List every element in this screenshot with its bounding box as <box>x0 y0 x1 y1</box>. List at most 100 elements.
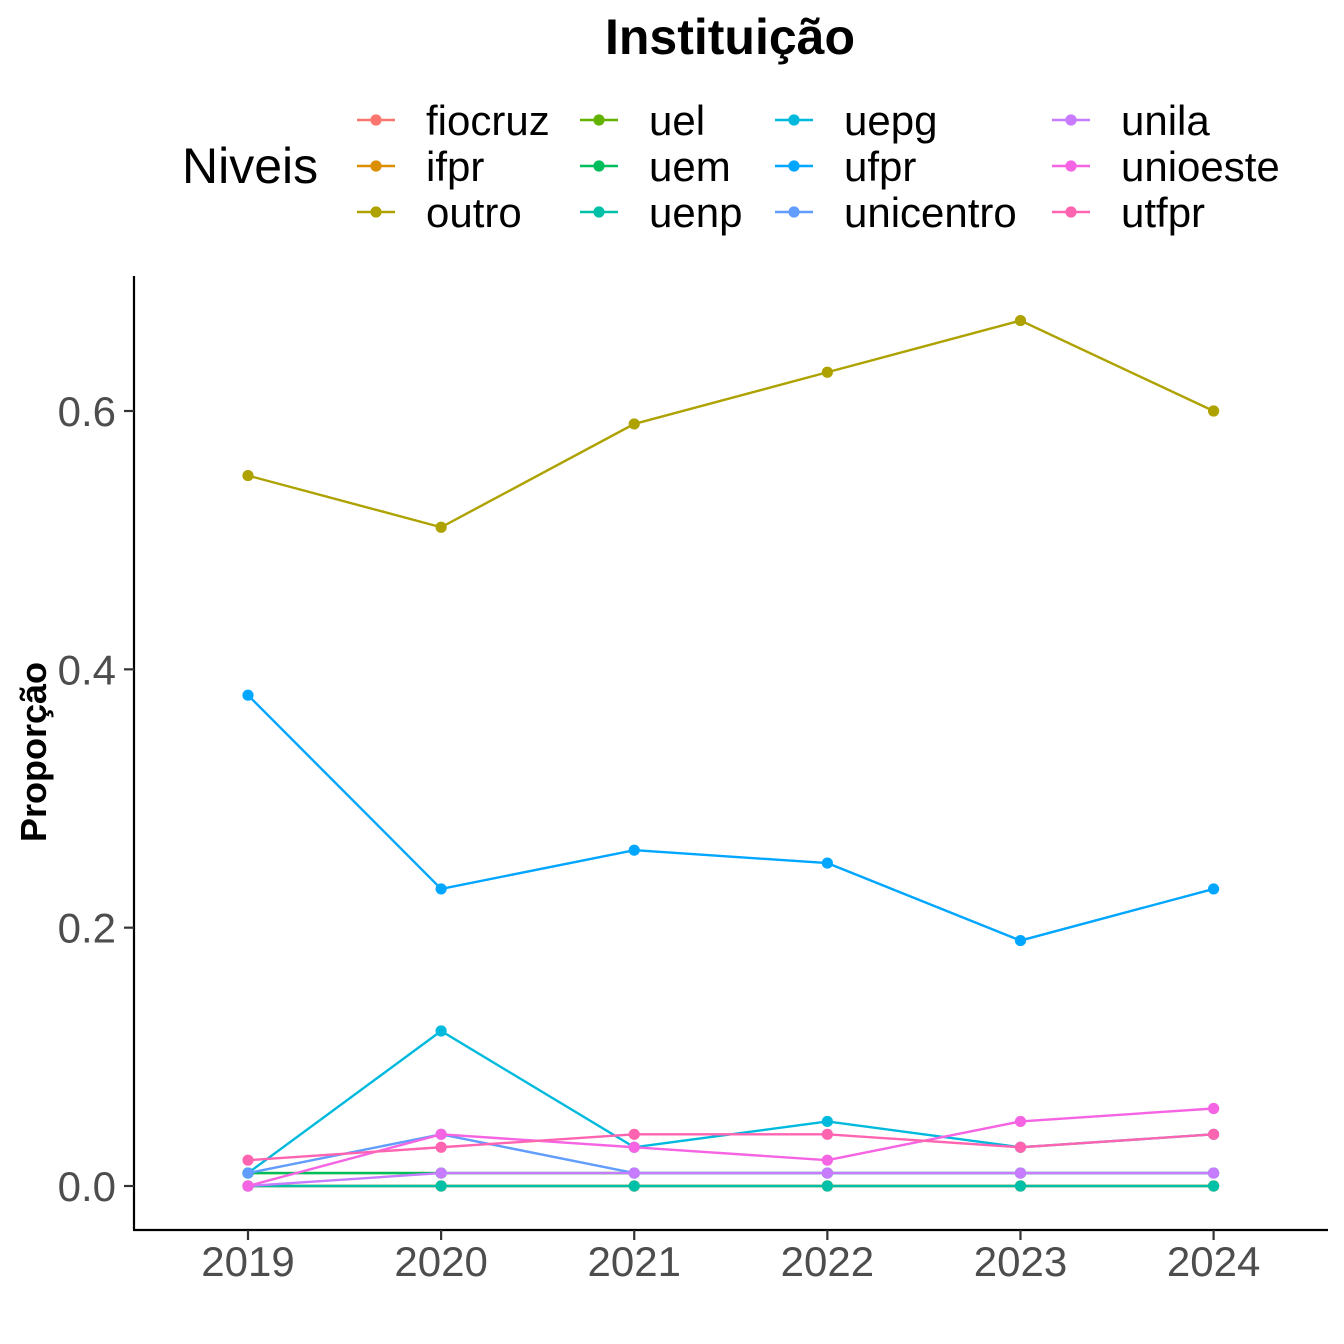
legend-item-uepg: uepg <box>775 97 937 144</box>
data-point-unila <box>435 1167 447 1179</box>
legend-label: unila <box>1121 97 1210 144</box>
data-point-outro <box>1014 314 1027 327</box>
series-outro <box>242 314 1220 533</box>
series-unioeste <box>242 1102 1220 1192</box>
legend-label: uem <box>649 143 731 190</box>
data-point-unila <box>628 1167 640 1179</box>
series-layer <box>242 314 1220 1192</box>
y-ticks: 0.0 0.2 0.4 0.6 <box>58 388 134 1210</box>
data-point-uenp <box>628 1180 640 1192</box>
legend-label: uel <box>649 97 705 144</box>
legend-item-uel: uel <box>580 97 705 144</box>
data-point-utfpr <box>242 1154 254 1166</box>
data-point-outro <box>242 469 254 482</box>
series-line-outro <box>247 319 1215 529</box>
legend-item-outro: outro <box>357 189 522 236</box>
legend-item-uenp: uenp <box>580 189 742 236</box>
legend-label: uepg <box>844 97 937 144</box>
data-point-uenp <box>1208 1180 1220 1192</box>
data-point-uenp <box>435 1180 447 1192</box>
data-point-ufpr <box>628 844 640 856</box>
legend-item-fiocruz: fiocruz <box>357 97 550 144</box>
legend-label: utfpr <box>1121 189 1205 236</box>
data-point-ufpr <box>1014 934 1027 947</box>
data-point-uepg <box>435 1025 447 1037</box>
data-point-uepg <box>821 1115 833 1128</box>
legend-label: ifpr <box>426 143 484 190</box>
data-point-utfpr <box>821 1128 833 1140</box>
series-uenp <box>242 1180 1220 1192</box>
data-point-unioeste <box>1208 1102 1220 1115</box>
legend-item-unila: unila <box>1052 97 1210 144</box>
data-point-unila <box>821 1167 833 1179</box>
data-point-uenp <box>1014 1180 1027 1192</box>
series-line-ufpr <box>247 694 1214 942</box>
data-point-unioeste <box>435 1128 447 1140</box>
legend-item-ufpr: ufpr <box>775 143 916 190</box>
series-line-utfpr <box>247 1133 1214 1162</box>
chart-title: Instituição <box>605 9 855 65</box>
legend-key-point <box>788 160 800 172</box>
data-point-unioeste <box>242 1180 254 1192</box>
axes: 0.0 0.2 0.4 0.6 2019 2020 2021 2022 2023 2024 Pr… <box>13 276 1328 1285</box>
data-point-unioeste <box>628 1141 640 1153</box>
data-point-unioeste <box>1014 1115 1027 1128</box>
data-point-unioeste <box>821 1154 833 1166</box>
data-point-unila <box>1014 1167 1027 1179</box>
y-tick-label: 0.4 <box>58 646 116 693</box>
legend-label: fiocruz <box>426 97 550 144</box>
legend-label: unicentro <box>844 189 1017 236</box>
x-ticks: 2019 2020 2021 2022 2023 2024 <box>201 1230 1260 1285</box>
series-utfpr <box>242 1128 1220 1166</box>
x-tick-label: 2021 <box>588 1238 681 1285</box>
legend-key-point <box>788 114 800 126</box>
data-point-utfpr <box>435 1141 447 1153</box>
data-point-outro <box>628 418 640 430</box>
data-point-ufpr <box>242 689 254 701</box>
legend-label: unioeste <box>1121 143 1280 190</box>
plot-area <box>242 314 1220 1192</box>
series-line-uepg <box>247 1029 1214 1175</box>
legend-key-point <box>370 160 382 172</box>
series-line-unila <box>247 1171 1214 1188</box>
series-uepg <box>242 1025 1220 1179</box>
legend-item-ifpr: ifpr <box>357 143 484 190</box>
data-point-outro <box>821 366 833 378</box>
legend-label: outro <box>426 189 522 236</box>
legend-key-point <box>788 206 800 218</box>
legend-key-point <box>593 114 605 126</box>
series-unila <box>242 1167 1220 1192</box>
data-point-utfpr <box>1014 1141 1027 1153</box>
data-point-utfpr <box>1208 1128 1220 1140</box>
y-tick-label: 0.0 <box>58 1163 116 1210</box>
legend-key-point <box>1065 114 1077 126</box>
y-tick-label: 0.2 <box>58 905 116 952</box>
data-point-outro <box>1208 405 1220 417</box>
legend-item-utfpr: utfpr <box>1052 189 1205 236</box>
x-tick-label: 2020 <box>394 1238 487 1285</box>
legend-key-point <box>1065 206 1077 218</box>
y-tick-label: 0.6 <box>58 388 116 435</box>
x-tick-label: 2023 <box>974 1238 1067 1285</box>
legend-label: ufpr <box>844 143 916 190</box>
data-point-unila <box>1208 1167 1220 1179</box>
legend-title: Niveis <box>182 138 318 194</box>
x-tick-label: 2019 <box>201 1238 294 1285</box>
data-point-ufpr <box>1208 883 1220 895</box>
data-point-utfpr <box>628 1128 640 1140</box>
x-tick-label: 2024 <box>1167 1238 1260 1285</box>
legend-key-point <box>593 206 605 218</box>
y-axis-title: Proporção <box>13 662 54 842</box>
legend-label: uenp <box>649 189 742 236</box>
legend-key-point <box>593 160 605 172</box>
series-line-unioeste <box>247 1107 1214 1188</box>
series-ufpr <box>242 689 1220 947</box>
legend-item-uem: uem <box>580 143 731 190</box>
legend-item-unicentro: unicentro <box>775 189 1017 236</box>
data-point-outro <box>435 521 447 533</box>
legend-key-point <box>1065 160 1077 172</box>
data-point-uenp <box>821 1180 833 1192</box>
